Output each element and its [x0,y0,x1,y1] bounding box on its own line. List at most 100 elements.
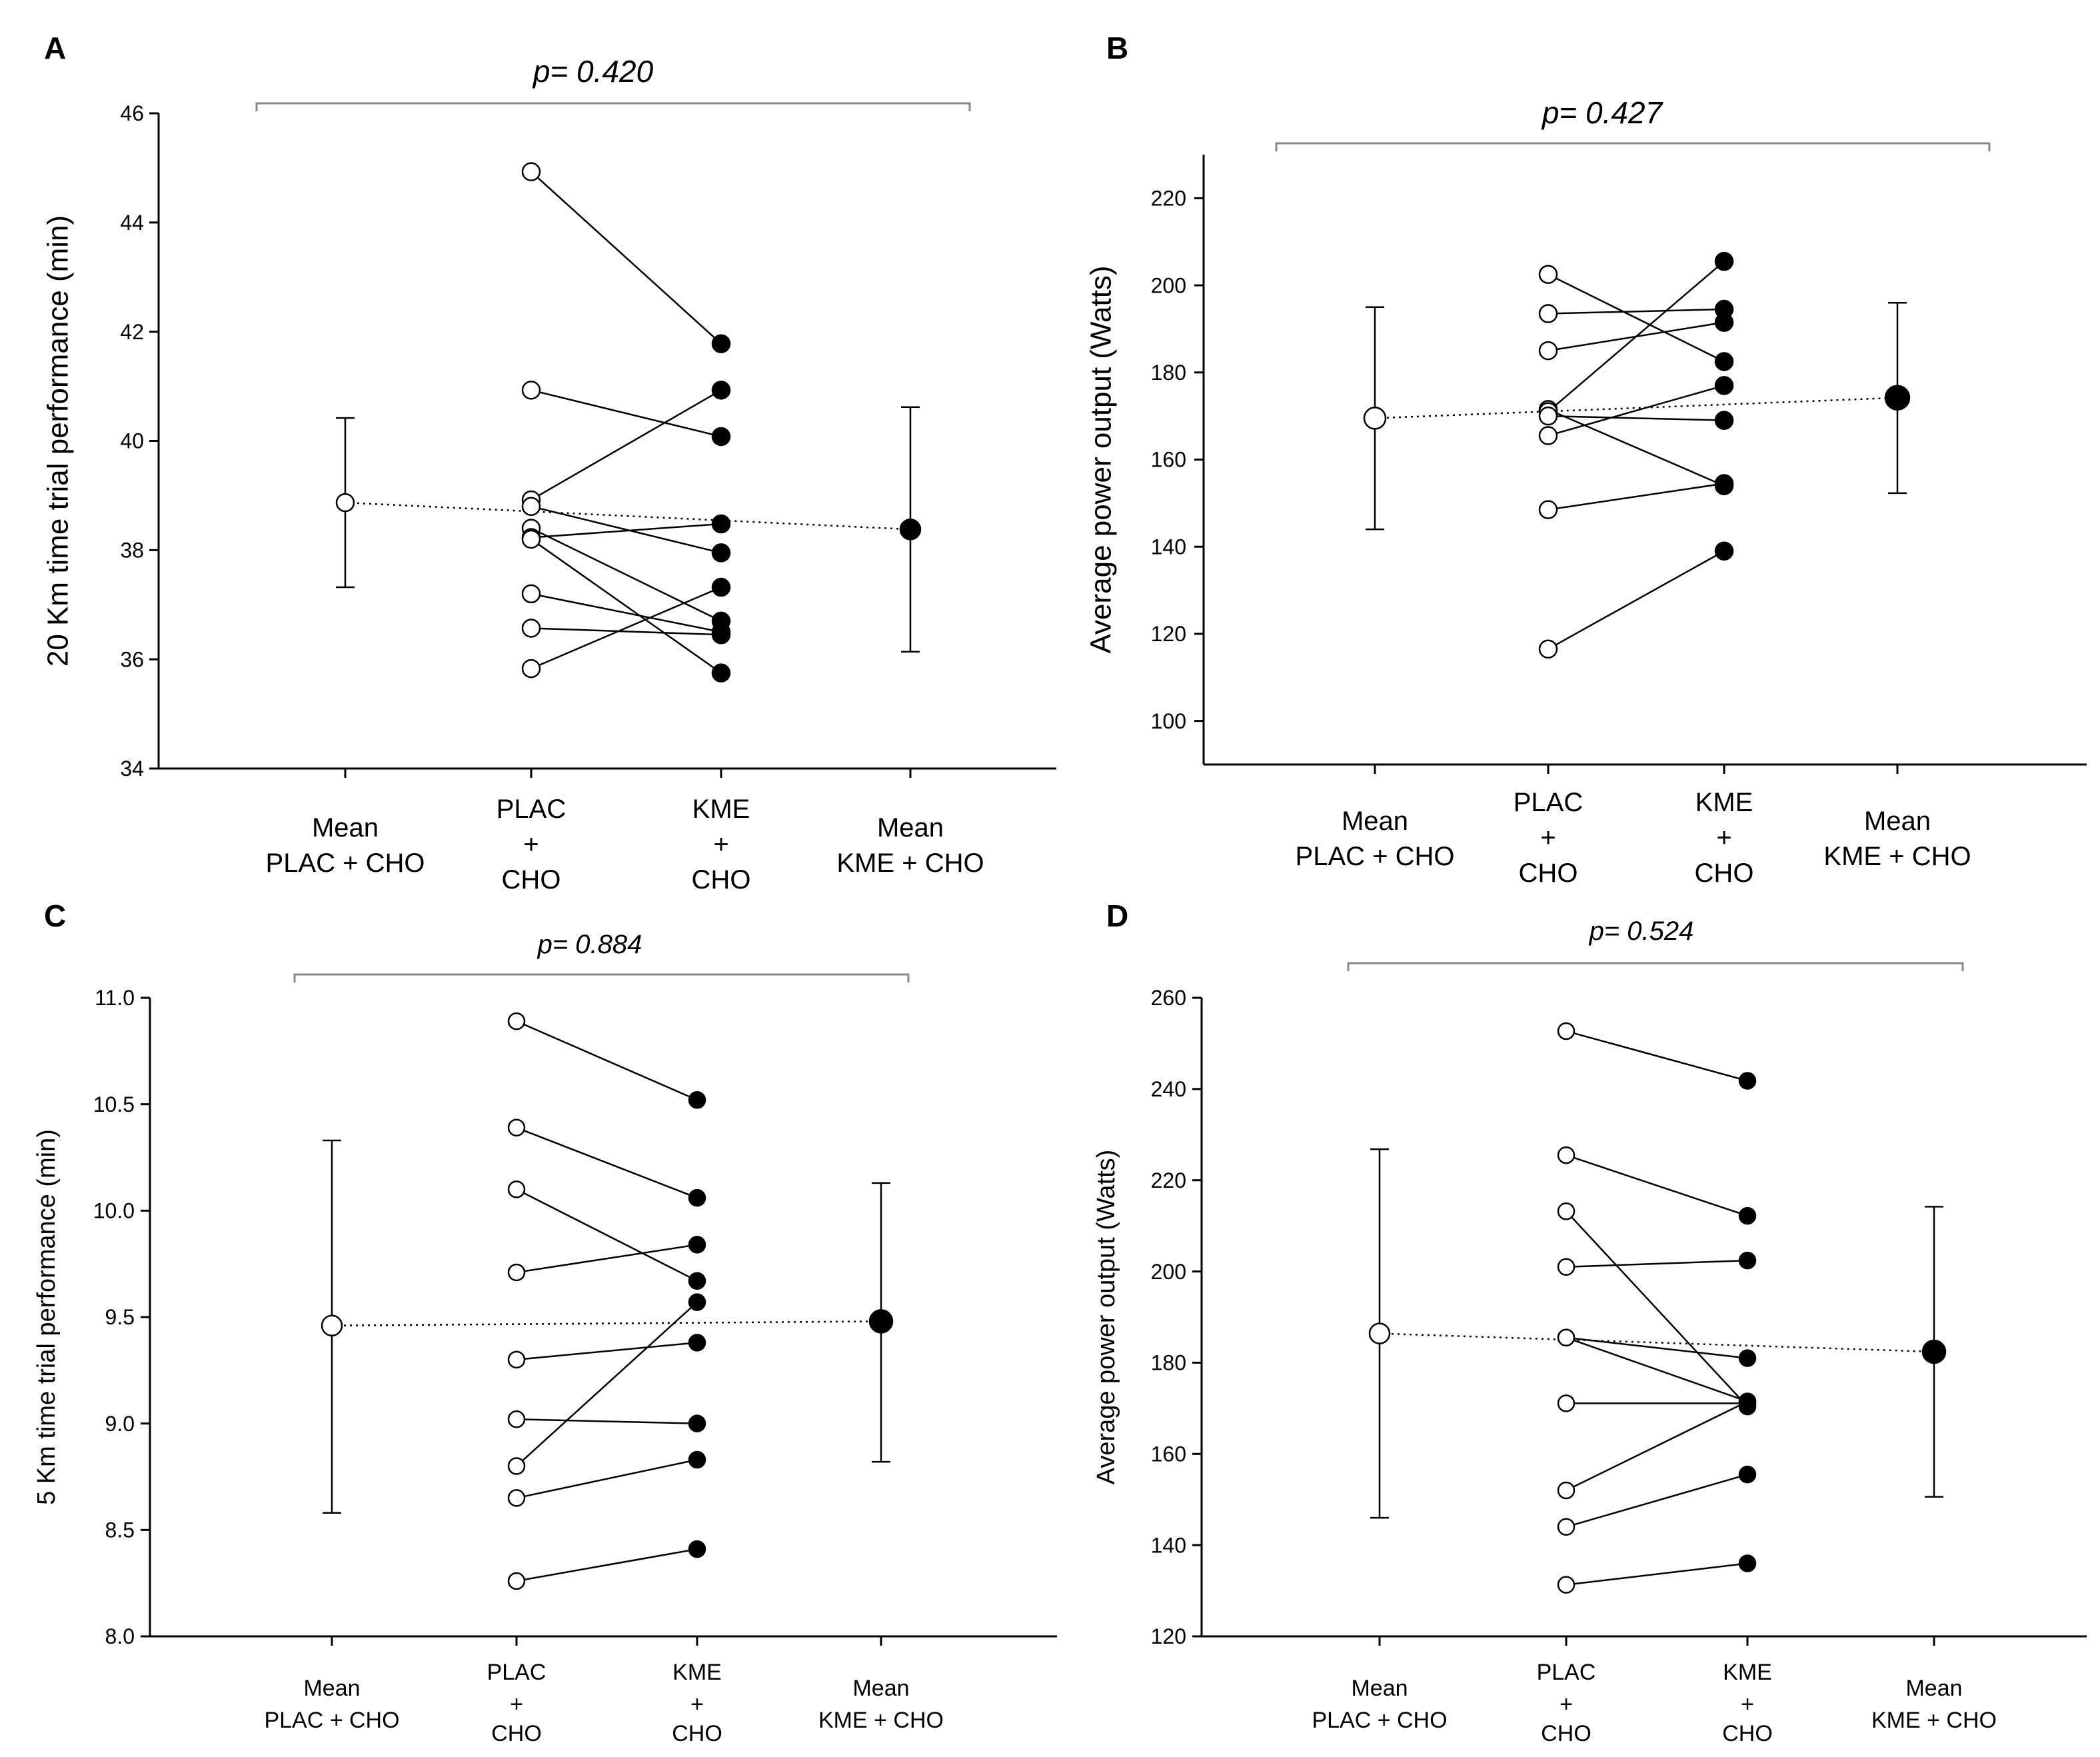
kme-point [688,1188,706,1207]
x-category-label: + [1741,1692,1754,1717]
y-tick-label: 180 [1151,361,1186,385]
plac-point [1538,341,1558,361]
kme-point [1714,313,1734,332]
y-axis-label: 5 Km time trial performance (min) [33,1129,61,1505]
paired-line [530,527,722,622]
kme-point [711,334,731,353]
paired-line [1566,1030,1748,1082]
panel-letter: B [1106,31,1128,65]
x-category-label: PLAC + CHO [264,1708,399,1733]
plac-point [507,1263,526,1282]
y-axis-label: Average power output (Watts) [1085,265,1118,653]
plac-point [1538,500,1558,519]
paired-line [1566,1210,1748,1407]
kme-point [1714,541,1734,561]
paired-line [1566,1336,1748,1402]
plac-point [507,1118,526,1137]
y-tick-label: 42 [120,320,144,344]
paired-line [1548,550,1725,650]
x-category-label: CHO [672,1721,722,1746]
x-category-label: + [690,1692,704,1717]
mean-trend-line [331,1320,882,1327]
x-category-label: PLAC [1514,788,1583,817]
x-category-label: + [510,1692,523,1717]
p-value-label: p= 0.427 [1541,95,1663,130]
plac-point [521,529,541,549]
kme-point [688,1540,706,1558]
y-tick-label: 11.0 [95,986,135,1010]
x-category-label: PLAC + CHO [1312,1708,1447,1733]
mean-plac-point [1368,1322,1391,1344]
paired-line [530,593,722,633]
paired-line [530,586,722,670]
x-category-label: CHO [1722,1721,1773,1746]
kme-point [1714,474,1734,493]
plac-point [507,1410,526,1428]
x-category-label: + [1560,1692,1573,1717]
x-category-label: KME + CHO [836,849,984,878]
mean-trend-line [345,501,911,531]
paired-line [516,1458,698,1499]
kme-point [688,1272,706,1290]
x-category-label: KME + CHO [1871,1708,1997,1733]
x-category-label: KME [672,1660,722,1685]
y-tick-label: 38 [120,539,144,563]
paired-line [1566,1562,1748,1586]
plac-point [1557,1328,1575,1347]
paired-line [530,523,722,539]
paired-line [530,389,722,438]
kme-point [711,543,731,563]
kme-point [688,1450,706,1469]
y-tick-label: 160 [1151,448,1186,472]
y-tick-label: 140 [1151,535,1186,559]
paired-line [516,1244,698,1274]
y-tick-label: 220 [1151,187,1186,211]
paired-line [1548,385,1725,437]
paired-line [1548,409,1725,487]
paired-line [1566,1473,1748,1528]
x-category-label: CHO [1695,859,1754,888]
plac-point [521,584,541,604]
paired-line [516,1188,698,1282]
x-category-label: Mean [303,1676,360,1701]
mean-kme-point [1884,385,1911,411]
paired-line [530,627,722,636]
kme-point [1738,1392,1757,1410]
paired-line [530,505,722,554]
x-category-label: KME + CHO [818,1708,944,1733]
y-tick-label: 8.0 [105,1624,135,1648]
y-tick-label: 46 [120,101,144,125]
plac-point [521,619,541,638]
x-category-label: CHO [692,865,751,894]
x-category-label: Mean [852,1676,909,1701]
y-tick-label: 140 [1151,1533,1186,1557]
significance-bracket [1347,962,1964,971]
x-category-label: Mean [877,813,944,843]
y-tick-label: 36 [120,647,144,671]
x-category-label: Mean [1864,807,1931,836]
x-category-label: + [523,830,538,859]
plac-point [507,1350,526,1369]
kme-point [688,1091,706,1109]
significance-bracket [255,102,971,111]
y-tick-label: 100 [1151,709,1186,733]
plac-point [1557,1202,1575,1220]
plac-point [507,1180,526,1198]
kme-point [688,1293,706,1311]
x-category-label: Mean [312,813,379,843]
x-category-label: KME + CHO [1823,842,1971,871]
x-category-label: CHO [1519,859,1578,888]
kme-point [1738,1072,1757,1090]
y-tick-label: 180 [1151,1351,1186,1375]
kme-point [711,577,731,597]
x-category-label: + [713,830,728,859]
y-tick-label: 10.0 [93,1199,135,1223]
x-category-label: PLAC [497,795,566,824]
paired-line [1548,483,1725,511]
x-category-label: PLAC [487,1660,546,1685]
p-value-label: p= 0.524 [1589,916,1694,946]
y-tick-label: 220 [1151,1168,1186,1192]
kme-point [1738,1251,1757,1270]
plac-point [1557,1022,1575,1040]
y-tick-label: 9.5 [105,1305,135,1329]
